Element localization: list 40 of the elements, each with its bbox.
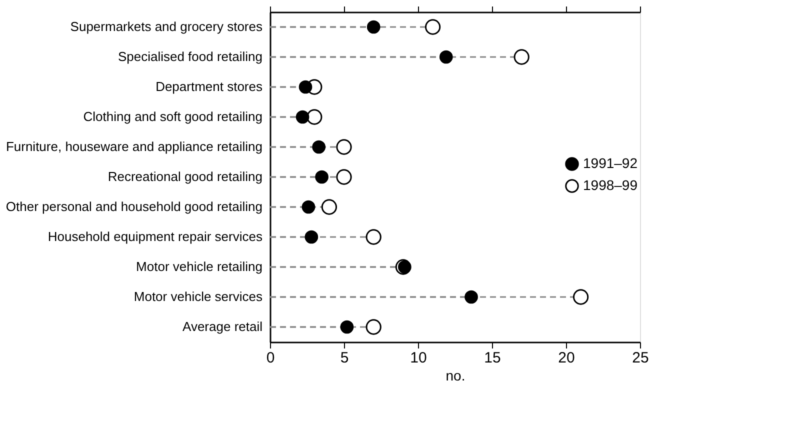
x-tick-label: 5 bbox=[340, 350, 349, 366]
y-tick-label: Clothing and soft good retailing bbox=[83, 109, 262, 124]
legend-label: 1998–99 bbox=[583, 177, 638, 193]
point bbox=[302, 200, 316, 214]
point bbox=[424, 19, 441, 35]
point bbox=[340, 320, 354, 334]
x-tick-label: 15 bbox=[484, 350, 501, 366]
y-tick-label: Household equipment repair services bbox=[48, 229, 263, 244]
point bbox=[321, 199, 338, 215]
y-tick-label: Average retail bbox=[182, 319, 263, 334]
x-tick-label: 0 bbox=[266, 350, 275, 366]
point bbox=[572, 289, 589, 305]
point bbox=[306, 109, 322, 125]
y-tick-label: Department stores bbox=[156, 79, 263, 94]
y-tick-label: Furniture, houseware and appliance retailing bbox=[6, 139, 262, 154]
y-tick-label: Supermarkets and grocery stores bbox=[70, 19, 263, 34]
point bbox=[514, 49, 530, 65]
point bbox=[336, 169, 352, 185]
point bbox=[366, 319, 382, 335]
y-tick-label: Other personal and household good retailing bbox=[6, 199, 262, 214]
point bbox=[336, 139, 352, 155]
point bbox=[296, 110, 310, 124]
x-axis-title: no. bbox=[446, 368, 466, 384]
y-tick-label: Specialised food retailing bbox=[118, 49, 262, 64]
point bbox=[315, 170, 328, 184]
point bbox=[398, 260, 412, 274]
x-tick-label: 25 bbox=[632, 350, 649, 366]
x-tick-label: 20 bbox=[558, 350, 575, 366]
x-tick-label: 10 bbox=[410, 350, 427, 366]
point bbox=[366, 229, 382, 245]
y-tick-label: Motor vehicle retailing bbox=[136, 259, 262, 274]
point bbox=[312, 140, 326, 154]
legend-label: 1991–92 bbox=[583, 155, 638, 171]
y-tick-label: Recreational good retailing bbox=[108, 169, 262, 184]
y-tick-label: Motor vehicle services bbox=[134, 289, 263, 304]
point bbox=[366, 20, 380, 34]
point bbox=[304, 230, 318, 244]
point bbox=[439, 50, 453, 64]
point bbox=[298, 80, 312, 94]
point bbox=[464, 290, 478, 304]
